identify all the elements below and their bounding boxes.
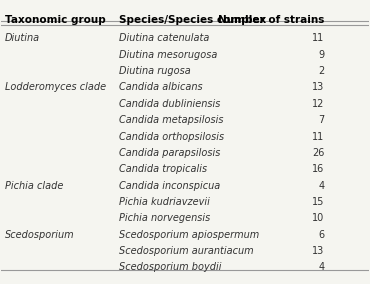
Text: Lodderomyces clade: Lodderomyces clade <box>5 82 106 93</box>
Text: Scedosporium apiospermum: Scedosporium apiospermum <box>119 229 259 240</box>
Text: Number of strains: Number of strains <box>218 15 324 26</box>
Text: 4: 4 <box>319 262 324 272</box>
Text: 11: 11 <box>312 34 324 43</box>
Text: Pichia kudriavzevii: Pichia kudriavzevii <box>119 197 210 207</box>
Text: Candida dubliniensis: Candida dubliniensis <box>119 99 220 109</box>
Text: 16: 16 <box>312 164 324 174</box>
Text: 10: 10 <box>312 213 324 223</box>
Text: 7: 7 <box>318 115 324 125</box>
Text: Diutina catenulata: Diutina catenulata <box>119 34 209 43</box>
Text: 12: 12 <box>312 99 324 109</box>
Text: Scedosporium: Scedosporium <box>5 229 75 240</box>
Text: 4: 4 <box>319 181 324 191</box>
Text: Pichia clade: Pichia clade <box>5 181 63 191</box>
Text: 15: 15 <box>312 197 324 207</box>
Text: Diutina mesorugosa: Diutina mesorugosa <box>119 50 217 60</box>
Text: 9: 9 <box>319 50 324 60</box>
Text: Candida albicans: Candida albicans <box>119 82 202 93</box>
Text: Candida tropicalis: Candida tropicalis <box>119 164 207 174</box>
Text: Candida inconspicua: Candida inconspicua <box>119 181 220 191</box>
Text: Pichia norvegensis: Pichia norvegensis <box>119 213 210 223</box>
Text: 13: 13 <box>312 246 324 256</box>
Text: 11: 11 <box>312 131 324 141</box>
Text: Candida metapsilosis: Candida metapsilosis <box>119 115 223 125</box>
Text: Scedosporium aurantiacum: Scedosporium aurantiacum <box>119 246 253 256</box>
Text: 13: 13 <box>312 82 324 93</box>
Text: Diutina rugosa: Diutina rugosa <box>119 66 191 76</box>
Text: Taxonomic group: Taxonomic group <box>5 15 106 26</box>
Text: Scedosporium boydii: Scedosporium boydii <box>119 262 221 272</box>
Text: 26: 26 <box>312 148 324 158</box>
Text: Candida orthopsilosis: Candida orthopsilosis <box>119 131 224 141</box>
Text: 2: 2 <box>318 66 324 76</box>
Text: 6: 6 <box>319 229 324 240</box>
Text: Candida parapsilosis: Candida parapsilosis <box>119 148 220 158</box>
Text: Diutina: Diutina <box>5 34 40 43</box>
Text: Species/Species complex: Species/Species complex <box>119 15 266 26</box>
